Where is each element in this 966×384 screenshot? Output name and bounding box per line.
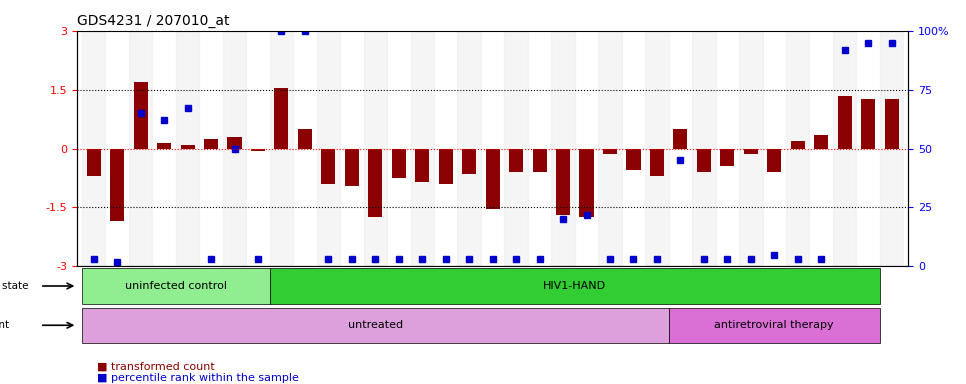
FancyBboxPatch shape <box>82 268 270 304</box>
Bar <box>274 88 289 149</box>
Bar <box>223 31 246 266</box>
Bar <box>880 31 903 266</box>
Bar <box>598 31 622 266</box>
Bar <box>204 139 218 149</box>
Bar <box>157 142 171 149</box>
Bar <box>532 149 547 172</box>
Text: ■ transformed count: ■ transformed count <box>97 362 214 372</box>
Bar <box>833 31 857 266</box>
Bar <box>87 149 100 176</box>
Bar <box>791 141 805 149</box>
Bar <box>509 149 524 172</box>
Bar <box>363 31 387 266</box>
Bar <box>580 149 593 217</box>
Text: ■ percentile rank within the sample: ■ percentile rank within the sample <box>97 373 298 383</box>
Bar <box>767 149 781 172</box>
Bar <box>181 145 194 149</box>
Bar <box>552 31 575 266</box>
Bar <box>739 31 762 266</box>
Bar <box>814 135 828 149</box>
Bar <box>696 149 711 172</box>
Text: GDS4231 / 207010_at: GDS4231 / 207010_at <box>77 14 230 28</box>
Bar <box>176 31 199 266</box>
Bar <box>721 149 734 166</box>
Text: antiretroviral therapy: antiretroviral therapy <box>715 320 834 330</box>
Y-axis label: disease state: disease state <box>0 281 29 291</box>
Bar <box>861 99 875 149</box>
Bar <box>415 149 429 182</box>
Bar <box>227 137 242 149</box>
Bar <box>603 149 617 154</box>
Bar <box>270 31 294 266</box>
Bar <box>744 149 758 154</box>
Bar <box>504 31 527 266</box>
Bar <box>345 149 359 186</box>
Text: HIV1-HAND: HIV1-HAND <box>543 281 607 291</box>
Bar <box>673 129 688 149</box>
Bar <box>298 129 312 149</box>
Bar <box>650 149 664 176</box>
Bar <box>692 31 716 266</box>
Bar <box>486 149 499 209</box>
Bar <box>439 149 453 184</box>
Y-axis label: agent: agent <box>0 320 9 330</box>
Bar <box>838 96 852 149</box>
Bar <box>82 31 105 266</box>
FancyBboxPatch shape <box>668 308 880 343</box>
Bar <box>322 149 335 184</box>
Bar <box>885 99 898 149</box>
Bar <box>128 31 153 266</box>
FancyBboxPatch shape <box>82 308 668 343</box>
Bar <box>110 149 125 221</box>
Bar <box>392 149 406 178</box>
Bar <box>368 149 383 217</box>
Bar <box>251 149 265 151</box>
Bar <box>317 31 340 266</box>
Bar <box>556 149 570 215</box>
Bar <box>133 82 148 149</box>
Bar <box>458 31 481 266</box>
Bar <box>645 31 668 266</box>
Text: uninfected control: uninfected control <box>125 281 227 291</box>
Text: untreated: untreated <box>348 320 403 330</box>
Bar <box>786 31 810 266</box>
Bar <box>626 149 640 170</box>
Bar <box>462 149 476 174</box>
Bar <box>411 31 434 266</box>
FancyBboxPatch shape <box>270 268 880 304</box>
